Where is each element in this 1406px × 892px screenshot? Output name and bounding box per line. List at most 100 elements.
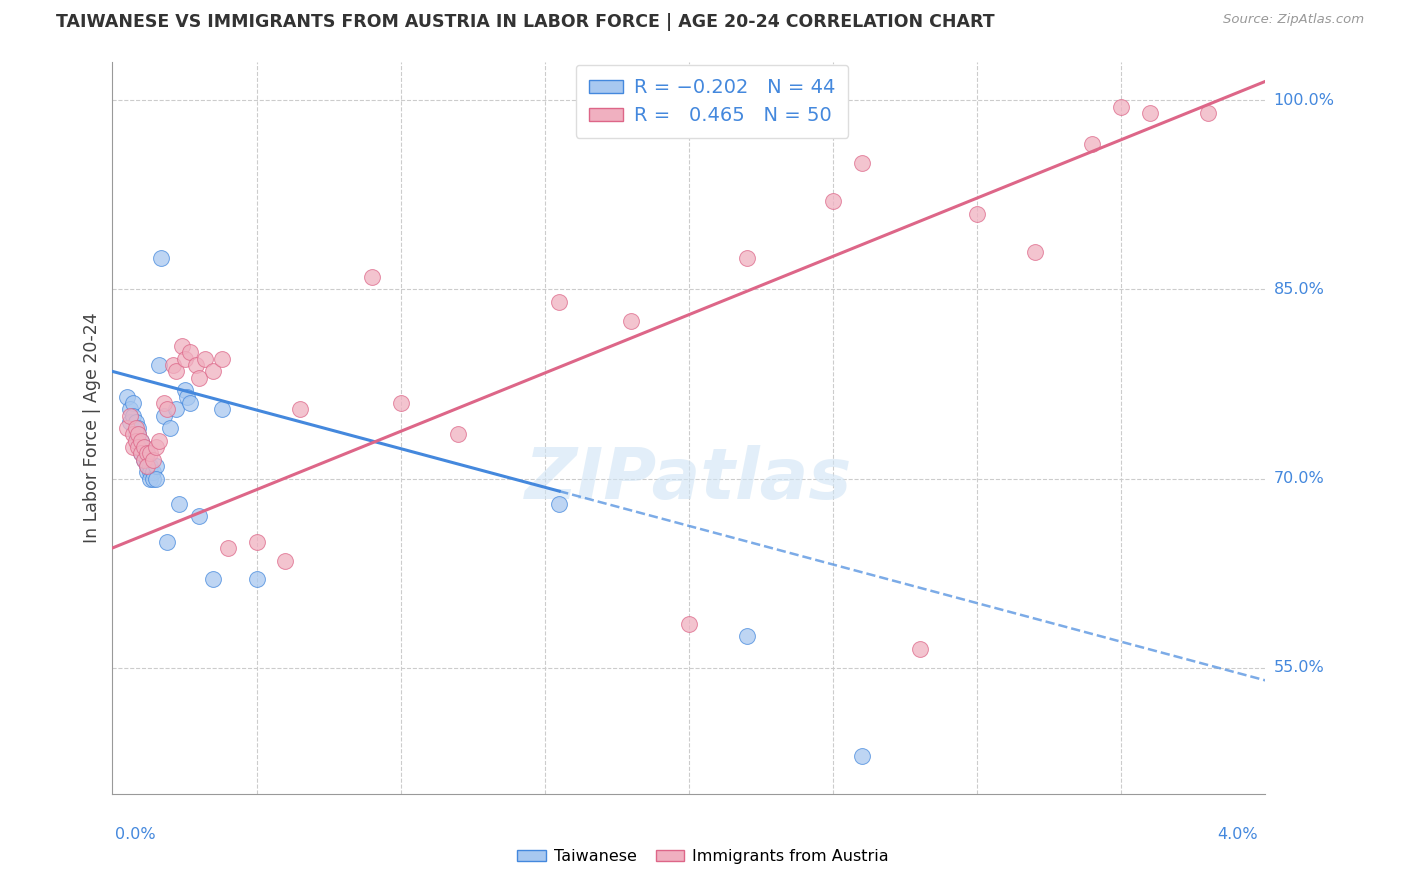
Point [134, 452, 156, 467]
Point [1197, 106, 1219, 120]
Point [129, 440, 153, 454]
Point [139, 446, 162, 460]
Text: TAIWANESE VS IMMIGRANTS FROM AUSTRIA IN LABOR FORCE | AGE 20-24 CORRELATION CHAR: TAIWANESE VS IMMIGRANTS FROM AUSTRIA IN … [56, 13, 995, 31]
Point [136, 446, 159, 460]
Point [447, 427, 470, 442]
Point [124, 427, 146, 442]
Point [142, 472, 165, 486]
Point [124, 415, 146, 429]
Point [139, 465, 162, 479]
Point [187, 370, 211, 384]
Point [735, 629, 758, 643]
Point [115, 390, 138, 404]
Point [211, 402, 233, 417]
Point [118, 402, 141, 417]
Point [136, 458, 159, 473]
Point [118, 409, 141, 423]
Point [202, 364, 225, 378]
Point [211, 351, 233, 366]
Point [548, 295, 571, 310]
Point [142, 465, 165, 479]
Point [678, 616, 700, 631]
Point [145, 472, 167, 486]
Point [851, 749, 873, 764]
Point [821, 194, 844, 209]
Point [170, 339, 193, 353]
Point [129, 434, 153, 448]
Text: ZIPatlas: ZIPatlas [526, 445, 852, 514]
Point [148, 358, 170, 372]
Text: 55.0%: 55.0% [1274, 660, 1324, 675]
Point [202, 573, 225, 587]
Point [136, 458, 159, 473]
Point [150, 251, 173, 265]
Point [129, 434, 153, 448]
Point [173, 351, 195, 366]
Point [139, 458, 162, 473]
Point [134, 452, 156, 467]
Point [127, 427, 149, 442]
Point [134, 440, 156, 454]
Point [548, 497, 571, 511]
Point [173, 384, 195, 398]
Text: 100.0%: 100.0% [1274, 93, 1334, 108]
Point [245, 573, 267, 587]
Point [129, 446, 153, 460]
Point [153, 409, 176, 423]
Point [179, 396, 201, 410]
Point [194, 351, 217, 366]
Point [165, 364, 187, 378]
Point [129, 446, 153, 460]
Point [187, 509, 211, 524]
Point [121, 409, 143, 423]
Point [121, 440, 143, 454]
Legend: R = −0.202   N = 44, R =   0.465   N = 50: R = −0.202 N = 44, R = 0.465 N = 50 [575, 64, 848, 138]
Text: Source: ZipAtlas.com: Source: ZipAtlas.com [1223, 13, 1364, 27]
Point [217, 541, 239, 555]
Point [179, 345, 201, 359]
Point [121, 396, 143, 410]
Point [620, 314, 643, 328]
Point [156, 534, 179, 549]
Point [127, 427, 149, 442]
Point [165, 402, 187, 417]
Point [184, 358, 207, 372]
Y-axis label: In Labor Force | Age 20-24: In Labor Force | Age 20-24 [83, 313, 101, 543]
Text: 85.0%: 85.0% [1274, 282, 1324, 297]
Point [159, 421, 181, 435]
Point [136, 452, 159, 467]
Point [148, 434, 170, 448]
Point [176, 390, 198, 404]
Point [121, 427, 143, 442]
Point [127, 440, 149, 454]
Point [134, 440, 156, 454]
Point [136, 465, 159, 479]
Text: 0.0%: 0.0% [115, 827, 156, 841]
Point [1081, 137, 1104, 152]
Point [1139, 106, 1161, 120]
Point [156, 402, 179, 417]
Point [115, 421, 138, 435]
Point [288, 402, 311, 417]
Point [153, 396, 176, 410]
Point [124, 434, 146, 448]
Point [908, 641, 931, 656]
Text: 70.0%: 70.0% [1274, 471, 1324, 486]
Point [145, 458, 167, 473]
Point [127, 434, 149, 448]
Point [167, 497, 190, 511]
Point [245, 534, 267, 549]
Point [139, 472, 162, 486]
Point [389, 396, 412, 410]
Point [274, 553, 297, 567]
Point [1024, 244, 1046, 259]
Point [1111, 99, 1133, 113]
Point [162, 358, 184, 372]
Point [735, 251, 758, 265]
Text: 4.0%: 4.0% [1218, 827, 1258, 841]
Point [136, 446, 159, 460]
Point [127, 421, 149, 435]
Point [851, 156, 873, 170]
Point [134, 446, 156, 460]
Point [124, 421, 146, 435]
